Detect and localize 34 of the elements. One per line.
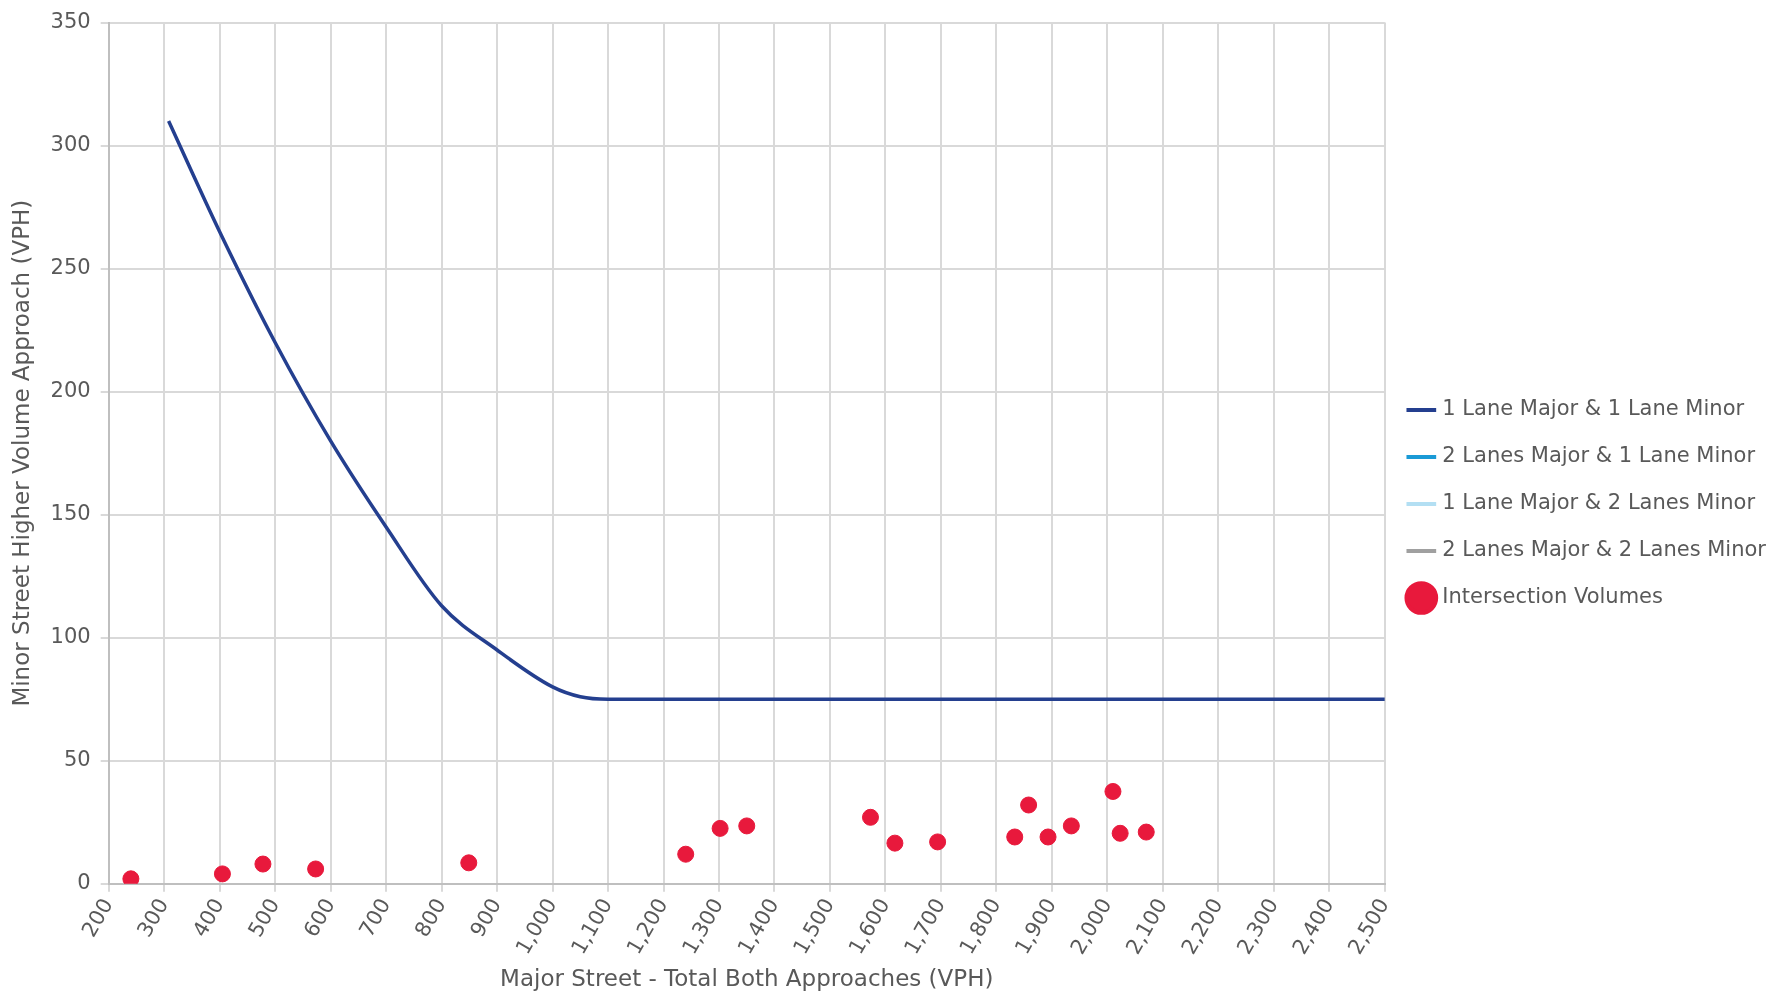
y-tick-label: 350 [50,9,91,34]
legend-label: Intersection Volumes [1442,584,1663,609]
point [213,865,231,883]
y-tick-label: 300 [50,132,91,157]
point [1104,782,1122,800]
point [929,833,947,851]
point [460,854,478,872]
y-tick-label: 150 [50,501,91,526]
point [1006,828,1024,846]
point [1137,823,1155,841]
point [122,870,140,884]
point [886,834,904,852]
y-tick-label: 100 [50,624,91,649]
y-tick-label: 200 [50,378,91,403]
y-tick-label: 50 [63,747,91,772]
legend-label: 2 Lanes Major & 2 Lanes Minor [1442,537,1767,562]
line-series [166,119,1385,701]
legend-label: 1 Lane Major & 2 Lanes Minor [1442,490,1756,515]
point [861,808,879,826]
point [711,819,729,837]
point [1020,796,1038,814]
legend-label: 1 Lane Major & 1 Lane Minor [1442,396,1745,421]
point [677,845,695,863]
y-axis-title: Minor Street Higher Volume Approach (VPH) [7,199,34,707]
x-axis-title: Major Street - Total Both Approaches (VPH) [500,965,994,992]
y-tick-label: 250 [50,255,91,280]
point [738,817,756,835]
point [1062,817,1080,835]
y-tick-label: 0 [77,870,91,895]
point [307,860,325,878]
legend-label: 2 Lanes Major & 1 Lane Minor [1442,443,1756,468]
point [1111,824,1129,842]
point [1039,828,1057,846]
point [254,855,272,873]
